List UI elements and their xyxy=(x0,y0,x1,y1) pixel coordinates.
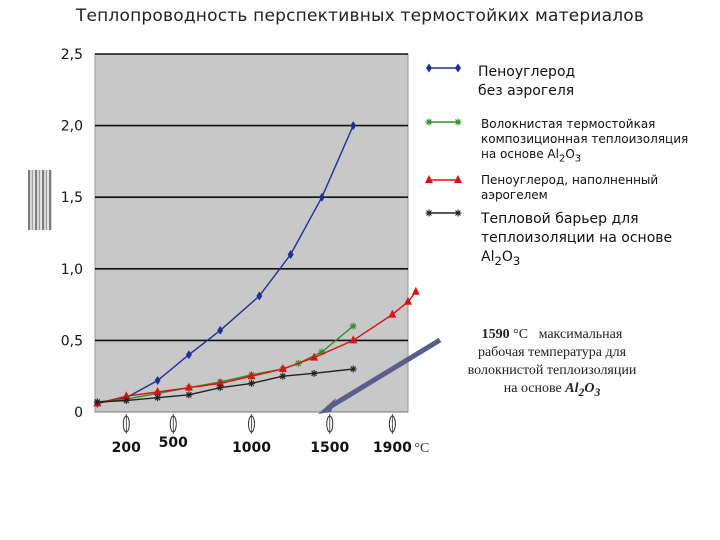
data-point xyxy=(388,309,397,318)
data-point xyxy=(425,175,433,183)
decorative-strip xyxy=(28,170,52,230)
data-point xyxy=(278,364,287,373)
legend-line: Волокнистая термостойкая xyxy=(481,117,656,131)
data-point xyxy=(122,397,130,405)
legend-label-series-3: Пеноуглерод, наполненный аэрогелем xyxy=(481,173,658,203)
data-point xyxy=(287,249,294,259)
plot-background xyxy=(94,53,409,413)
plot-area xyxy=(94,53,409,413)
annotation-line: рабочая температура для xyxy=(477,345,627,360)
x-tick-label: 500 xyxy=(159,435,188,451)
data-point xyxy=(216,384,224,392)
annotation-line: 1590 °C максимальная xyxy=(481,327,623,342)
data-point xyxy=(184,382,193,391)
legend-line: на основе Al2O3 xyxy=(481,147,582,165)
annotation-text: 1590 °C максимальная рабочая температура… xyxy=(432,326,672,402)
data-point xyxy=(154,375,161,385)
legend-markers xyxy=(425,63,462,217)
annotation-arrow xyxy=(318,337,442,414)
series-group xyxy=(93,121,420,408)
legend-line: без аэрогеля xyxy=(478,83,575,99)
x-tick-label: 1000 xyxy=(232,440,271,456)
y-tick-label: 0 xyxy=(74,405,83,421)
data-point xyxy=(185,350,192,360)
x-unit-label: °C xyxy=(414,441,429,456)
data-point xyxy=(185,391,193,399)
data-point xyxy=(93,398,101,406)
data-point xyxy=(248,379,255,387)
data-point xyxy=(454,118,462,126)
data-point xyxy=(154,394,162,402)
data-point xyxy=(247,371,256,380)
legend-line: Пеноуглерод, наполненный xyxy=(481,173,659,187)
data-point xyxy=(122,391,131,400)
data-point xyxy=(153,386,162,395)
data-point xyxy=(425,118,433,126)
data-point xyxy=(426,63,432,73)
annotation-line: волокнистой теплоизоляции xyxy=(467,363,637,378)
series-line-2 xyxy=(97,325,354,403)
y-tick-label: 2,5 xyxy=(61,47,83,63)
data-point xyxy=(310,369,318,377)
data-point xyxy=(318,192,325,202)
data-point xyxy=(349,365,357,373)
data-point xyxy=(425,209,433,217)
data-point xyxy=(216,378,225,387)
y-tick-label: 0,5 xyxy=(61,333,83,349)
chart-title: Теплопроводность перспективных термостой… xyxy=(75,6,645,26)
y-tick-label: 2,0 xyxy=(61,119,83,135)
x-tick-label: 1900 xyxy=(373,440,412,456)
data-point xyxy=(349,322,357,330)
data-point xyxy=(349,335,358,344)
legend-label-series-2: Волокнистая термостойкая композиционная … xyxy=(481,117,688,166)
data-point xyxy=(350,121,357,131)
annotation-line: на основе Al2O3 xyxy=(503,381,601,399)
data-point xyxy=(279,372,287,380)
annotation-arrow-head xyxy=(318,398,336,414)
legend-line: Тепловой барьер для xyxy=(481,211,639,227)
data-point xyxy=(454,209,462,217)
legend-line: теплоизоляции на основе xyxy=(481,230,673,246)
annotation-arrow-shaft xyxy=(326,337,442,411)
data-point xyxy=(411,286,420,295)
axes: 2,5 2,0 1,5 1,0 0,5 0 200 500 1000 1500 1900 °C xyxy=(61,47,430,456)
x-tick-label: 1500 xyxy=(310,440,349,456)
data-point xyxy=(404,296,412,305)
legend-line: аэрогелем xyxy=(481,188,548,202)
x-tick-label: 200 xyxy=(112,440,141,456)
y-tick-label: 1,5 xyxy=(61,190,83,206)
data-point xyxy=(256,291,263,301)
data-point xyxy=(310,352,319,361)
legend-line: Пеноуглерод xyxy=(478,64,576,80)
data-point xyxy=(455,63,461,73)
legend-label-series-1: Пеноуглерод без аэрогеля xyxy=(478,63,575,101)
data-point xyxy=(454,175,462,183)
series-line-3 xyxy=(97,291,417,405)
y-tick-label: 1,0 xyxy=(61,262,83,278)
legend-label-series-4: Тепловой барьер для теплоизоляции на осн… xyxy=(481,210,672,271)
legend-line: Al2O3 xyxy=(481,249,521,268)
data-point xyxy=(217,325,224,335)
legend-line: композиционная теплоизоляция xyxy=(481,132,689,146)
